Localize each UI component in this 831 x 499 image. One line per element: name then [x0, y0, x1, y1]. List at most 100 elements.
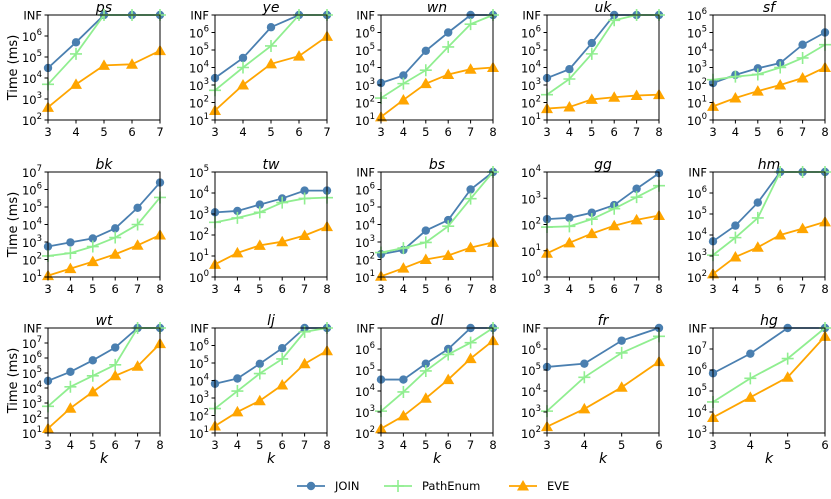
data-point [565, 64, 574, 74]
y-tick-label: 102 [22, 410, 42, 426]
data-point [237, 61, 249, 74]
data-point [278, 344, 287, 353]
y-tick-label: 102 [355, 94, 375, 110]
series-pathenum [42, 322, 166, 413]
y-tick-label: 106 [521, 24, 541, 40]
series-pathenum [209, 322, 333, 415]
x-tick-label: 5 [588, 125, 595, 139]
data-point [442, 373, 455, 385]
data-point [111, 224, 120, 233]
data-point [64, 380, 77, 393]
y-tick-label: INF [190, 9, 209, 23]
data-point [442, 68, 455, 79]
series-join [376, 10, 498, 88]
x-tick-label: 8 [821, 282, 828, 296]
series-eve [42, 44, 166, 112]
series-pathenum [707, 38, 831, 86]
x-tick-label: 4 [747, 438, 754, 452]
series-line [546, 327, 660, 368]
y-tick-label: 102 [687, 77, 707, 93]
x-tick-label: 3 [44, 125, 51, 139]
x-axis-label: k [765, 451, 774, 467]
data-point [233, 374, 242, 383]
series-pathenum [209, 191, 333, 229]
legend-entry-join: JOIN [297, 479, 359, 493]
legend-label: JOIN [334, 479, 359, 493]
x-tick-label: 4 [400, 438, 407, 452]
data-point [265, 39, 277, 52]
data-point [298, 357, 311, 369]
series-line [712, 171, 825, 256]
data-point [774, 229, 787, 240]
data-point [421, 226, 430, 235]
x-axis-label: k [100, 451, 109, 467]
data-point [298, 192, 311, 205]
data-point [88, 234, 98, 243]
panel-title: tw [263, 157, 280, 173]
x-tick-label: 5 [422, 282, 429, 296]
data-point [419, 77, 432, 89]
series-line [47, 14, 160, 85]
x-tick-label: 7 [633, 125, 640, 139]
panel-title: fr [598, 313, 610, 329]
y-tick-label: 103 [355, 234, 375, 250]
data-point [231, 385, 244, 398]
data-point [88, 356, 98, 365]
series-line [47, 196, 161, 257]
y-tick-label: 105 [355, 199, 375, 215]
y-tick-label: 105 [687, 24, 707, 40]
series-line [712, 171, 825, 243]
y-tick-label: 105 [22, 49, 42, 65]
data-point [253, 239, 266, 250]
panel-title: gg [594, 157, 612, 173]
x-tick-label: 8 [489, 438, 496, 452]
data-point [253, 206, 266, 219]
data-point [608, 202, 621, 215]
x-tick-label: 5 [256, 282, 263, 296]
y-tick-label: 101 [22, 269, 42, 285]
panel-title: hm [758, 157, 781, 173]
y-tick-label: 101 [189, 112, 209, 128]
x-tick-label: 7 [134, 438, 141, 452]
data-point [630, 191, 643, 204]
y-tick-label: 105 [189, 42, 209, 58]
y-tick-label: 101 [521, 242, 541, 258]
y-tick-label: INF [688, 322, 707, 336]
x-tick-label: 7 [156, 125, 163, 139]
x-tick-label: 3 [377, 125, 384, 139]
data-point [630, 213, 643, 225]
series-eve [541, 355, 665, 432]
y-tick-label: 104 [189, 372, 209, 388]
y-tick-label: 103 [189, 77, 209, 93]
x-tick-label: 8 [655, 282, 662, 296]
data-point [585, 213, 598, 226]
data-point [397, 242, 410, 255]
data-point [444, 215, 453, 225]
y-tick-label: 103 [189, 206, 209, 222]
x-tick-label: 4 [72, 125, 79, 139]
data-point [421, 46, 430, 56]
data-point [265, 57, 277, 69]
legend-label: PathEnum [422, 479, 480, 493]
data-point [397, 385, 410, 398]
y-tick-label: 103 [521, 190, 541, 206]
y-tick-label: 107 [22, 335, 42, 351]
series-line [712, 327, 826, 403]
y-tick-label: 103 [687, 59, 707, 75]
y-tick-label: 104 [687, 404, 707, 420]
series-line [546, 214, 660, 255]
data-point [419, 392, 432, 403]
y-tick-label: 103 [355, 404, 375, 420]
series-eve [209, 344, 333, 431]
series-eve [209, 30, 333, 115]
data-point [774, 79, 787, 90]
y-tick-label: 106 [189, 24, 209, 40]
x-tick-label: 5 [618, 438, 625, 452]
y-tick-label: 101 [355, 269, 375, 285]
data-point [464, 63, 477, 74]
x-tick-label: 6 [777, 125, 784, 139]
